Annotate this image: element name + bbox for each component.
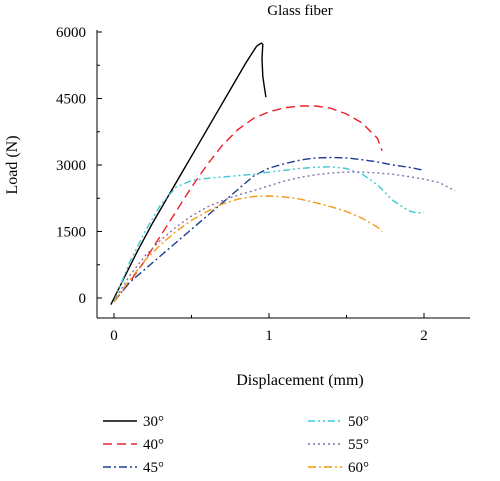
x-tick-label: 2 (420, 328, 428, 344)
y-tick-label: 4500 (56, 92, 86, 108)
y-tick-label: 1500 (56, 225, 86, 241)
x-tick-label: 1 (265, 328, 273, 344)
legend-item-1: 30° (103, 414, 164, 430)
legend-label: 50° (348, 414, 369, 430)
legend-label: 30° (143, 414, 164, 430)
legend-item-5: 55° (308, 437, 369, 453)
legend-label: 40° (143, 437, 164, 453)
y-axis-label: Load (N) (4, 135, 21, 194)
plot-area (110, 42, 456, 305)
series-line-4 (113, 166, 425, 302)
y-tick-label: 3000 (56, 158, 86, 174)
y-tick-label: 6000 (56, 25, 86, 41)
legend-label: 55° (348, 437, 369, 453)
series-line-6 (113, 195, 383, 302)
legend-label: 60° (348, 460, 369, 476)
legend-item-4: 50° (308, 414, 369, 430)
chart-title: Glass fiber (267, 3, 332, 19)
x-axis-label: Displacement (mm) (236, 372, 364, 389)
legend-label: 45° (143, 460, 164, 476)
series-line-2 (113, 105, 383, 302)
x-tick-label: 0 (110, 328, 118, 344)
legend-item-6: 60° (308, 460, 369, 476)
legend-item-3: 45° (103, 460, 164, 476)
y-tick-label: 0 (79, 291, 87, 307)
series-line-1 (110, 42, 267, 305)
series-line-5 (113, 171, 456, 302)
series-line-3 (113, 156, 425, 302)
axes: 0 1500 3000 4500 6000 0 1 2 (56, 25, 470, 344)
legend-item-2: 40° (103, 437, 164, 453)
legend: 30° 40° 45° 50° 55° 60° (103, 414, 369, 476)
